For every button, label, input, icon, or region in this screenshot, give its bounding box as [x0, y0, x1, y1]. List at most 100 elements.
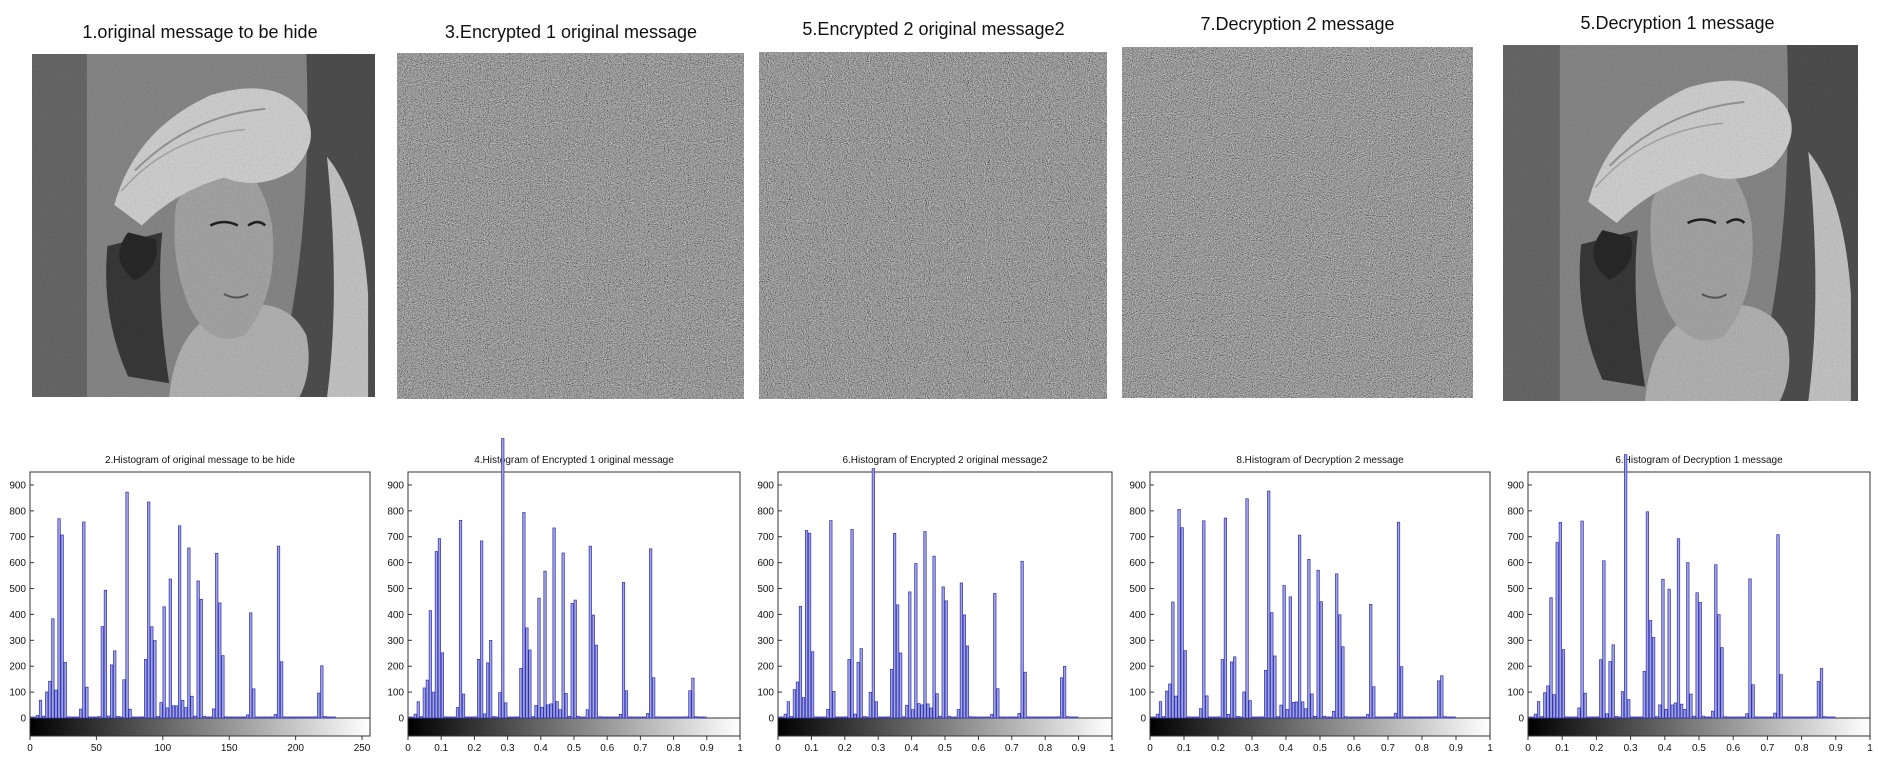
histogram-bar [1192, 716, 1197, 719]
histogram-bar [795, 681, 800, 719]
histogram-bar [79, 708, 83, 719]
histogram-bar [261, 716, 265, 719]
histogram-bar [1574, 716, 1578, 719]
histogram-bar [320, 665, 324, 719]
x-tick-label: 0 [27, 743, 33, 754]
histogram-bar [841, 716, 845, 719]
histogram-bar [697, 716, 701, 719]
histogram-bar [1829, 716, 1833, 719]
histogram-bar [1047, 716, 1052, 719]
histogram-bar [694, 716, 698, 719]
histogram-bar [880, 716, 885, 719]
histogram-bar [1199, 708, 1203, 719]
histogram-bar [455, 707, 460, 719]
histogram-bar [156, 716, 160, 719]
y-tick-label: 100 [9, 688, 26, 699]
histogram-bar [789, 716, 793, 719]
histogram-bar [486, 662, 490, 719]
histogram-bar [1711, 710, 1715, 719]
histogram-bar [504, 702, 508, 719]
histogram-bar [1776, 534, 1780, 719]
histogram-bar [1763, 716, 1768, 719]
histogram-bar [920, 704, 924, 719]
histogram-bar [978, 716, 982, 719]
histogram-bar [975, 716, 979, 719]
histogram-bar [1742, 716, 1746, 719]
histogram-bar [1540, 716, 1544, 719]
histogram-bar [1005, 716, 1009, 719]
histogram-bar [1264, 669, 1268, 719]
histogram-bar [1415, 716, 1419, 719]
histogram-bar [42, 715, 46, 719]
histogram-bar [1202, 520, 1206, 719]
x-tick-label: 0.7 [1005, 743, 1019, 754]
y-tick-label: 900 [1507, 480, 1524, 491]
histogram-bar [896, 604, 900, 719]
histogram-bar [1325, 716, 1330, 719]
histogram-bar [1186, 716, 1190, 719]
histogram-bar [1032, 716, 1036, 719]
x-tick-label: 100 [154, 743, 171, 754]
histogram-bar [38, 699, 43, 719]
histogram-bar [246, 714, 250, 719]
histogram-bar [230, 716, 234, 719]
histogram-bar [1026, 716, 1030, 719]
x-tick-label: 0.9 [1829, 743, 1843, 754]
histogram-bar [477, 658, 481, 719]
histogram-bar [531, 716, 535, 719]
histogram-bar [808, 532, 812, 719]
x-tick-label: 200 [287, 743, 304, 754]
histogram-bar [1555, 542, 1559, 719]
histogram-bar [1735, 716, 1740, 719]
histogram-bar [579, 716, 583, 719]
histogram-bar [667, 716, 671, 719]
histogram-bar [1347, 716, 1351, 719]
histogram-bar [874, 701, 878, 719]
histogram-bar [1801, 716, 1805, 719]
histogram-bar [471, 716, 475, 719]
histogram-bar [1798, 716, 1802, 719]
histogram-bar [950, 716, 954, 719]
histogram-bar [1633, 716, 1637, 719]
x-tick-label: 1 [1487, 743, 1493, 754]
x-tick-label: 0.2 [838, 743, 852, 754]
y-tick-label: 500 [1507, 584, 1524, 595]
histogram-bar [45, 691, 49, 719]
histogram-bar [178, 525, 182, 719]
y-tick-label: 400 [757, 610, 774, 621]
histogram-bar [929, 707, 933, 719]
histogram-bar [252, 688, 256, 719]
histogram-bar [1310, 693, 1314, 719]
histogram-bar [1773, 712, 1777, 719]
histogram-bar [1676, 538, 1681, 719]
x-tick-label: 0.3 [1624, 743, 1638, 754]
histogram-bar [661, 716, 665, 719]
histogram-bar [1270, 612, 1274, 719]
histogram-bar [273, 714, 278, 719]
histogram-bar [1695, 592, 1699, 719]
histogram-bar [549, 703, 553, 719]
x-tick-label: 0.8 [1038, 743, 1052, 754]
y-tick-label: 0 [398, 714, 404, 725]
x-tick-label: 0.2 [1211, 743, 1225, 754]
histogram-bar [276, 545, 281, 719]
histogram-bar [1332, 710, 1336, 719]
histogram-bar [981, 716, 985, 719]
histogram-bar [171, 705, 176, 719]
histogram-bar [999, 716, 1003, 719]
noise-texture [759, 52, 1107, 399]
x-tick-label: 150 [221, 743, 238, 754]
histogram-title: 4.Histogram of Encrypted 1 original mess… [474, 455, 674, 466]
histogram-bar [844, 716, 848, 719]
histogram-bar [449, 716, 454, 719]
x-tick-label: 0.6 [971, 743, 985, 754]
histogram-bar [1369, 603, 1373, 719]
histogram-bar [1754, 716, 1758, 719]
histogram-bar [419, 716, 423, 719]
histogram-bar [700, 716, 704, 719]
histogram-bar [1748, 578, 1752, 719]
histogram-bar [1294, 701, 1299, 719]
y-tick-label: 500 [387, 584, 404, 595]
histogram-bar [1533, 713, 1538, 719]
histogram-bar [292, 716, 296, 719]
